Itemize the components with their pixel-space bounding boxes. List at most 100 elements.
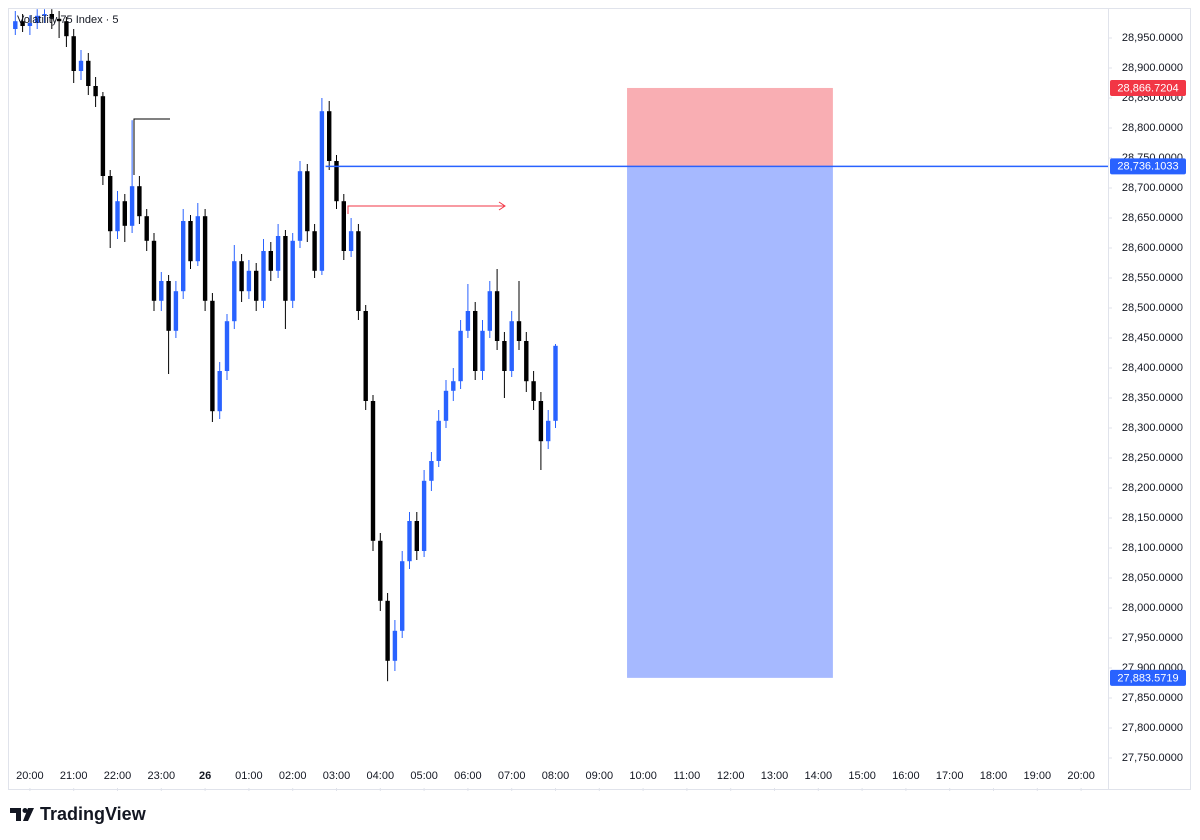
candle-body [166,281,171,331]
candle-body [378,540,383,601]
candle-body [56,18,62,22]
candle-body [100,96,106,176]
x-tick-label: 15:00 [848,770,876,782]
candle-body [210,300,215,412]
candle-body [71,36,76,71]
candle-body [93,86,98,97]
candle-body [86,60,91,86]
candle-body [129,186,135,226]
brand-logo [10,808,34,821]
candle-body [261,251,266,301]
y-tick-label: 28,800.0000 [1122,122,1183,134]
drawing-arrow [347,201,506,214]
candle-body [290,240,295,301]
y-tick-label: 28,900.0000 [1122,62,1183,74]
candle-body [319,111,325,271]
candle-body [305,171,310,232]
x-tick-label: 04:00 [367,770,395,782]
price-label-box [1110,158,1186,175]
frame [8,8,1191,790]
candle-body [443,390,449,421]
candle-body [436,420,441,461]
candle-body [108,176,113,232]
y-tick-label: 28,450.0000 [1122,332,1183,344]
candle-body [473,311,478,371]
candle-body [217,371,222,412]
y-tick-label: 28,050.0000 [1122,572,1183,584]
candle-body [509,321,514,371]
candle-body [78,60,84,71]
candle-body [224,321,230,371]
y-tick-label: 28,650.0000 [1122,212,1183,224]
chart-title: Volatility 75 Index · 5 [17,14,119,26]
y-tick-label: 28,000.0000 [1122,602,1183,614]
x-tick-label: 02:00 [279,770,307,782]
price-label: 27,883.5719 [1117,672,1178,684]
candle-body [356,231,361,311]
y-tick-label: 28,550.0000 [1122,272,1183,284]
candle-body [246,270,252,292]
candle-body [144,216,149,241]
candle-body [275,236,281,271]
candle-body [195,216,200,262]
candle-body [480,330,485,371]
x-tick-label: 20:00 [1067,770,1095,782]
candle-body [494,291,500,341]
candle-body [159,281,164,301]
candle-body [363,311,368,401]
stop-zone [627,87,833,167]
x-tick-label: 01:00 [235,770,263,782]
x-tick-label: 09:00 [586,770,614,782]
candle-body [232,261,237,322]
x-tick-label: 14:00 [805,770,833,782]
candle-body [202,216,208,301]
candle-body [385,600,390,661]
candle-body [283,236,288,301]
candle-body [115,201,120,232]
candle-body [334,161,339,202]
price-label: 28,866.7204 [1117,82,1178,94]
x-tick-label: 12:00 [717,770,745,782]
candle-body [516,321,522,341]
y-tick-label: 27,750.0000 [1122,752,1183,764]
candle-body [538,401,544,442]
candle-body [458,330,463,382]
plot [13,9,1108,682]
x-tick-label: 20:00 [16,770,44,782]
y-tick-label: 27,850.0000 [1122,692,1183,704]
candle-body [254,270,259,301]
price-label-box [1110,79,1186,96]
candle-body [173,291,179,331]
candle-body [465,311,471,331]
candle-body [297,171,303,241]
x-tick-label: 23:00 [148,770,176,782]
candle-body [429,461,434,481]
candle-body [64,21,69,37]
x-tick-label: 06:00 [454,770,482,782]
candle-body [35,15,40,23]
x-tick-label: 03:00 [323,770,351,782]
x-tick-label: 17:00 [936,770,964,782]
x-tick-label: 10:00 [629,770,657,782]
candle-body [137,186,142,217]
drawing-bracket [133,118,170,175]
candle-body [341,201,346,251]
y-tick-label: 28,100.0000 [1122,542,1183,554]
y-tick-label: 27,800.0000 [1122,722,1183,734]
x-tick-label: 18:00 [980,770,1008,782]
candle-body [553,345,558,421]
x-tick-label: 21:00 [60,770,88,782]
candle-body [392,630,398,661]
x-tick-label: 08:00 [542,770,570,782]
candle-body [20,21,25,26]
candle-body [524,341,529,382]
candle-body [49,14,54,19]
candle-body [312,231,317,271]
candle-body [181,221,186,292]
candle-body [421,480,427,551]
x-tick-label: 26 [199,770,211,782]
x-tick-label: 16:00 [892,770,920,782]
price-label: 28,736.1033 [1117,161,1178,173]
target-zone [627,166,833,678]
